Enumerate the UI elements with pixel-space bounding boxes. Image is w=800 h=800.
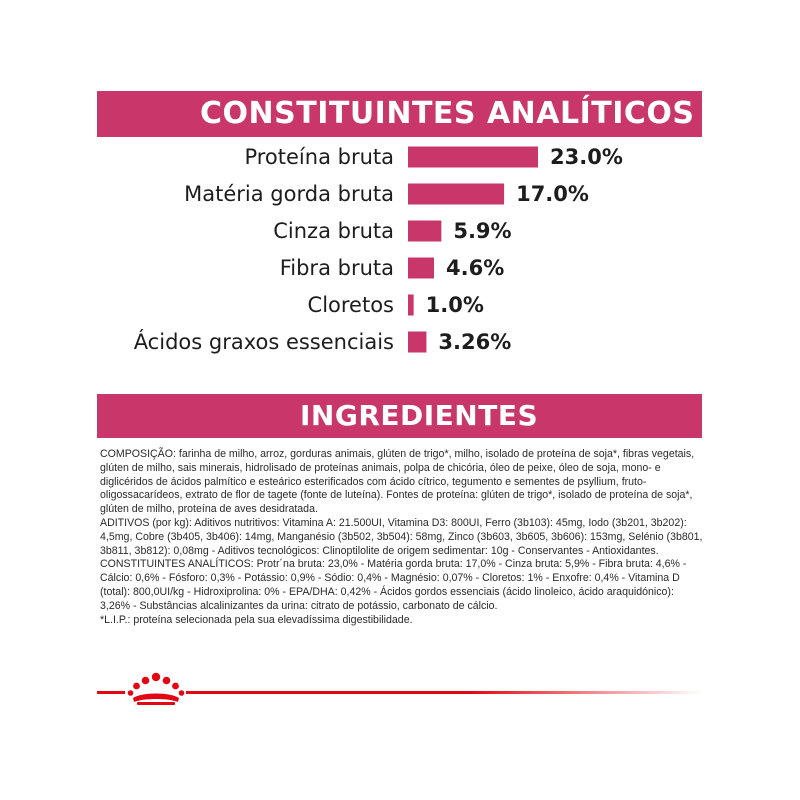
category-label: Fibra bruta xyxy=(280,256,394,280)
category-label: Cloretos xyxy=(308,293,394,317)
category-label: Ácidos graxos essenciais xyxy=(134,329,394,354)
composition-paragraph: COMPOSIÇÃO: farinha de milho, arroz, gor… xyxy=(100,448,695,516)
value-label: 3.26% xyxy=(438,330,511,354)
bar xyxy=(408,183,505,205)
category-label: Matéria gorda bruta xyxy=(184,182,394,206)
value-label: 5.9% xyxy=(453,219,511,243)
bar xyxy=(408,294,414,316)
royal-crown-icon xyxy=(127,672,185,705)
ingredients-heading: INGREDIENTES xyxy=(97,394,702,438)
lip-footnote: *L.I.P.: proteína selecionada pela sua e… xyxy=(100,613,413,626)
nutrients-bar-chart: Proteína bruta 23.0% Matéria gorda bruta 17… xyxy=(134,145,623,354)
analytical-constituents-paragraph: CONSTITUINTES ANALÍTICOS: Protr´na bruta… xyxy=(100,558,687,612)
category-label: Cinza bruta xyxy=(273,219,394,243)
bar xyxy=(408,146,538,168)
footer-line-right xyxy=(186,691,702,694)
value-label: 17.0% xyxy=(516,182,589,206)
additives-paragraph: ADITIVOS (por kg): Aditivos nutritivos: … xyxy=(100,516,703,557)
value-label: 4.6% xyxy=(446,256,504,280)
footer-line-left xyxy=(97,691,125,694)
bar xyxy=(408,331,427,353)
bar xyxy=(408,220,442,242)
bar xyxy=(408,257,434,279)
ingredients-text: COMPOSIÇÃO: farinha de milho, arroz, gor… xyxy=(100,448,704,627)
value-label: 23.0% xyxy=(550,145,623,169)
analytics-heading: CONSTITUINTES ANALÍTICOS xyxy=(97,91,702,137)
category-label: Proteína bruta xyxy=(244,145,394,169)
value-label: 1.0% xyxy=(426,293,484,317)
